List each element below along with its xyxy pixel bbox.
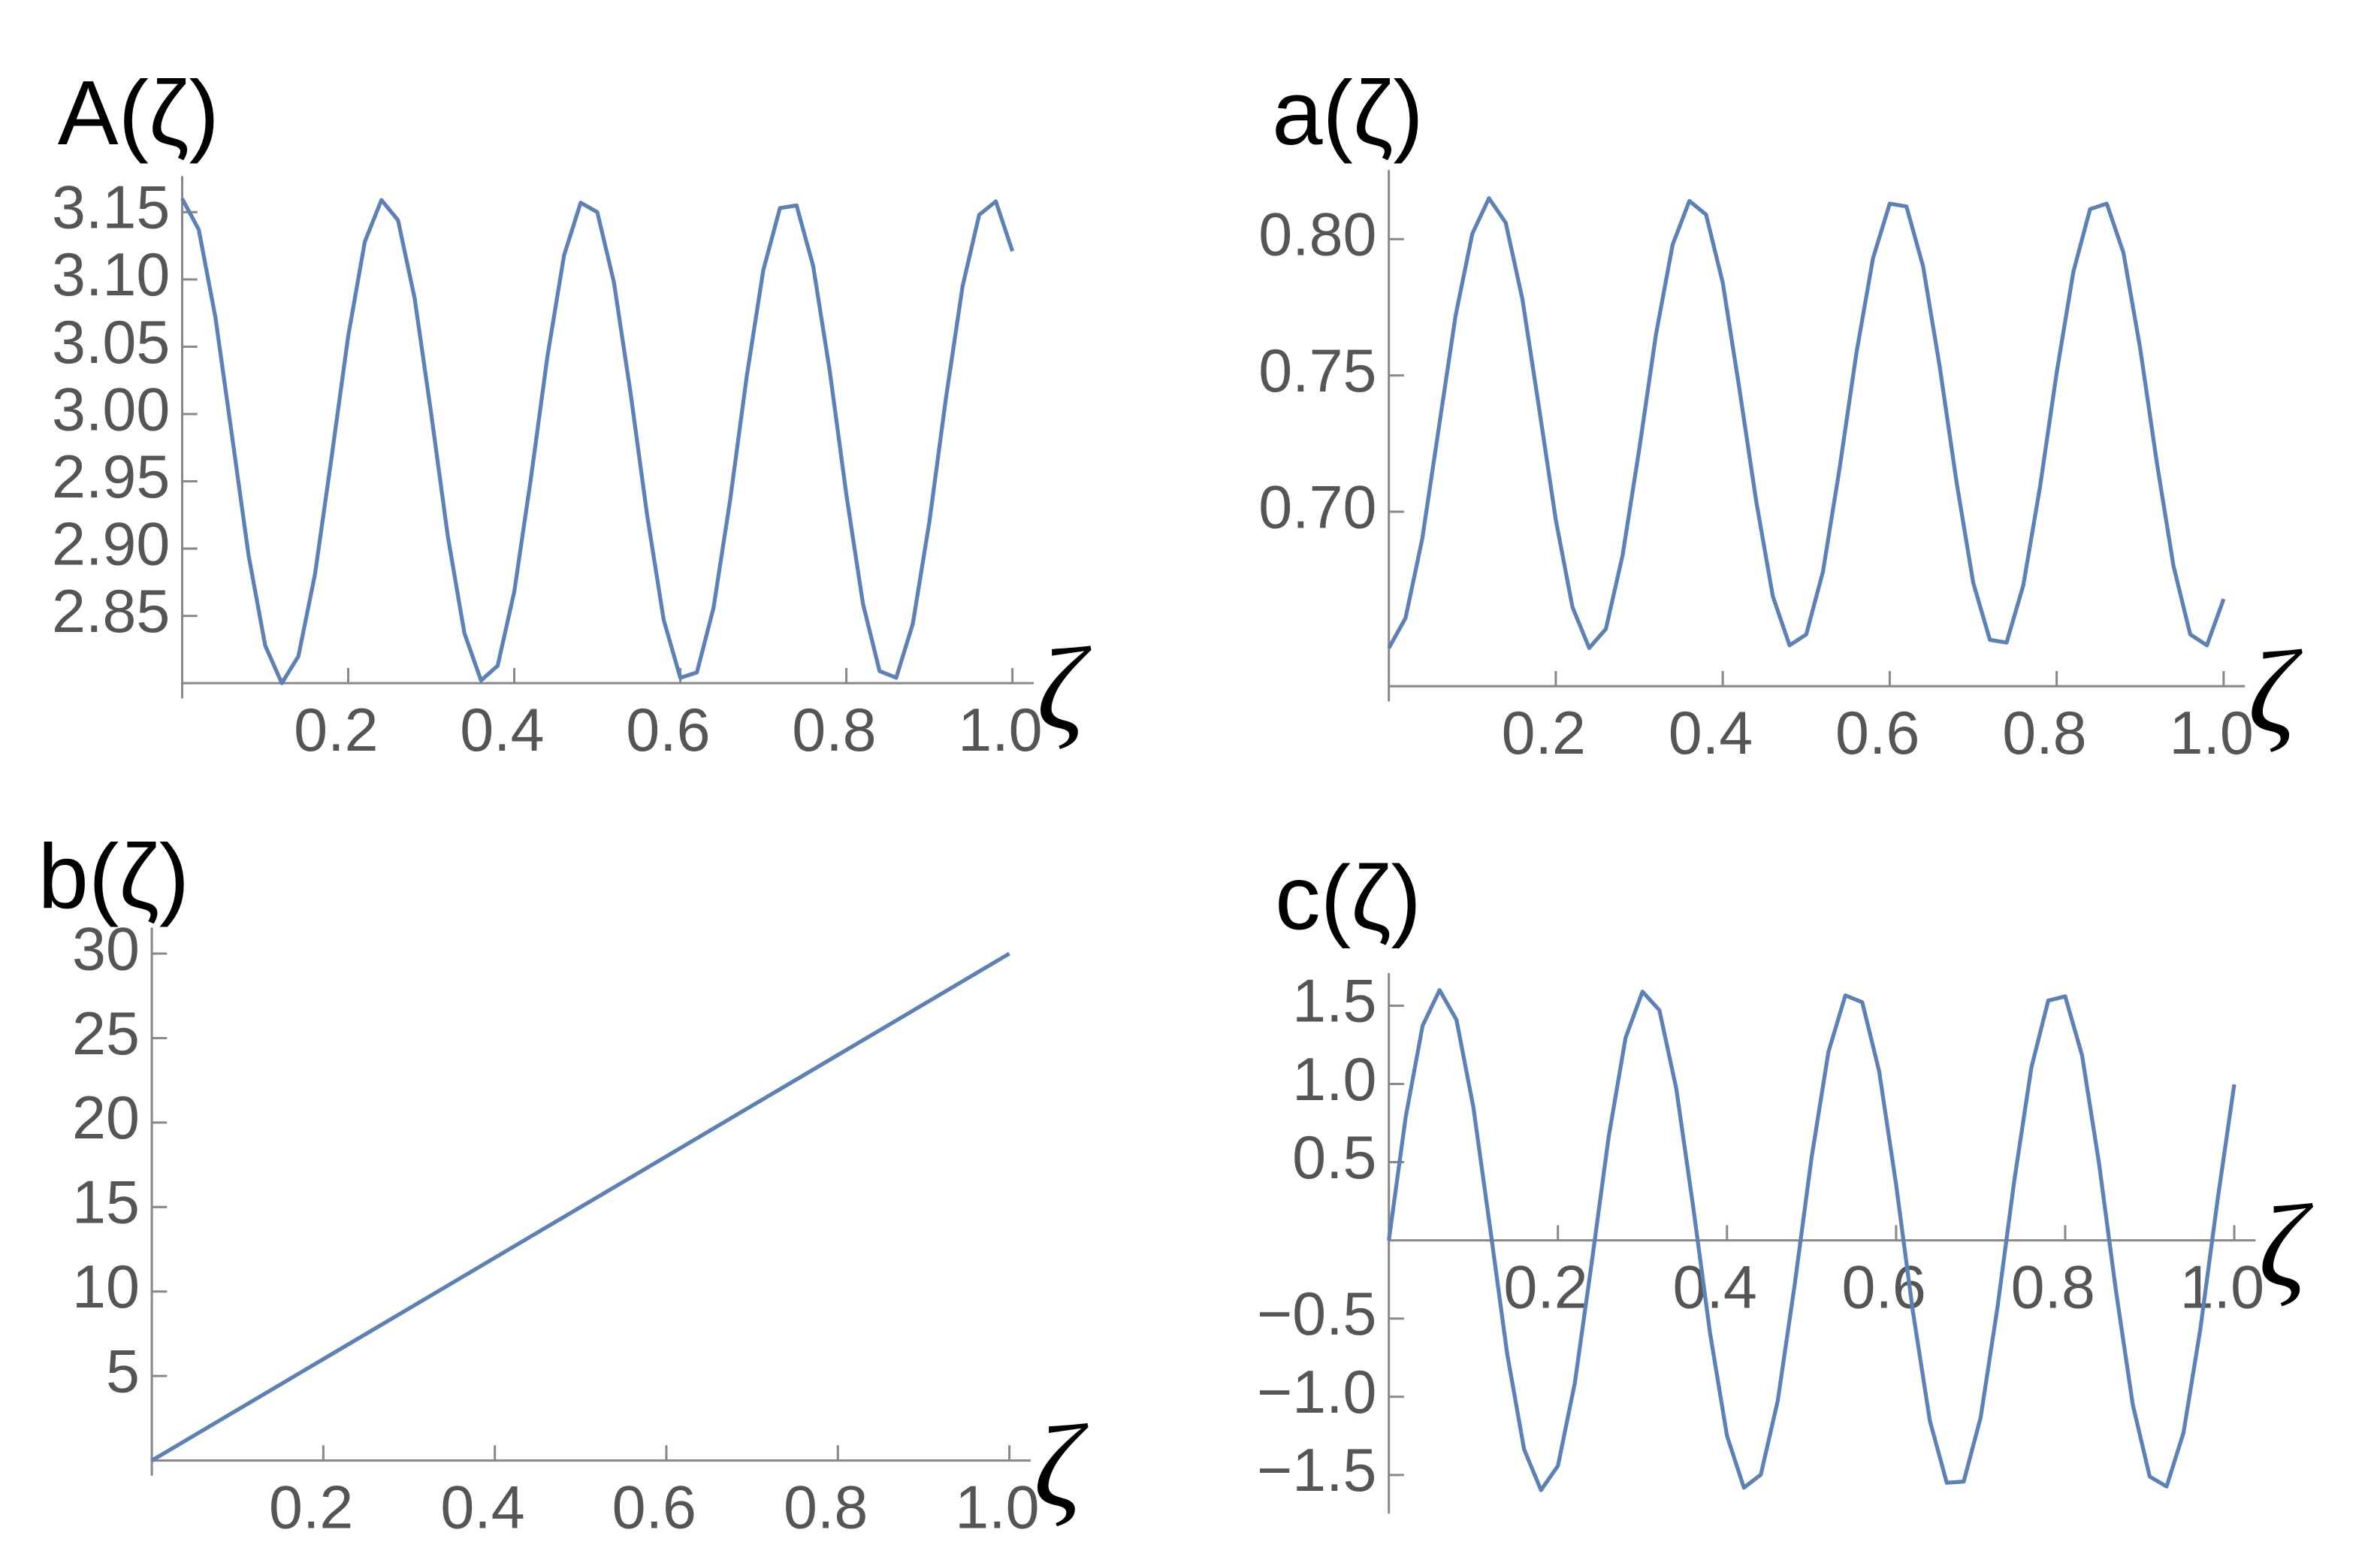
x-tick-label: 1.0: [958, 697, 1042, 764]
x-tick-label: 1.0: [955, 1474, 1039, 1542]
x-tick-label: 0.8: [2002, 700, 2086, 767]
y-tick-label: 3.00: [52, 376, 170, 443]
x-tick-label: 0.4: [440, 1474, 524, 1542]
chart-title: A(ζ): [58, 62, 219, 164]
y-tick-label: 0.75: [1258, 337, 1376, 405]
y-tick-label: 0.5: [1292, 1124, 1376, 1192]
y-tick-label: 15: [72, 1169, 140, 1237]
y-tick-label: −0.5: [1257, 1280, 1377, 1348]
chart-title: b(ζ): [38, 825, 190, 927]
y-tick-label: 0.80: [1258, 201, 1376, 269]
x-tick-label: 0.8: [784, 1474, 868, 1542]
x-tick-label: 0.6: [626, 697, 710, 764]
x-axis-label: ζ: [2258, 1181, 2313, 1312]
x-tick-label: 0.2: [1503, 1254, 1587, 1322]
chart-title: a(ζ): [1272, 62, 1424, 164]
x-axis-label: ζ: [2248, 627, 2303, 758]
y-tick-label: −1.5: [1257, 1437, 1377, 1504]
data-line: [1387, 196, 2226, 651]
y-tick-label: 10: [72, 1253, 140, 1321]
y-tick-label: 2.95: [52, 443, 170, 511]
y-tick-label: −1.0: [1257, 1359, 1377, 1426]
y-tick-label: 3.10: [52, 241, 170, 309]
data-line: [150, 951, 1010, 1462]
y-tick-label: 5: [106, 1338, 140, 1406]
x-tick-label: 0.4: [1669, 700, 1753, 767]
y-tick-label: 2.90: [52, 510, 170, 578]
y-tick-label: 20: [72, 1084, 140, 1152]
y-tick-label: 30: [72, 915, 140, 983]
data-line: [1387, 987, 2237, 1492]
x-tick-label: 0.4: [1672, 1254, 1756, 1322]
x-tick-label: 0.8: [2011, 1254, 2095, 1322]
y-tick-label: 25: [72, 1000, 140, 1068]
x-axis-label: ζ: [1037, 624, 1092, 755]
y-tick-label: 2.85: [52, 578, 170, 645]
data-line: [180, 198, 1015, 685]
x-tick-label: 0.2: [294, 697, 378, 764]
y-tick-label: 3.15: [52, 174, 170, 242]
y-tick-label: 0.70: [1258, 473, 1376, 541]
x-tick-label: 0.8: [792, 697, 876, 764]
x-tick-label: 0.6: [1835, 700, 1919, 767]
chart-title: c(ζ): [1275, 846, 1421, 948]
x-tick-label: 0.6: [612, 1474, 696, 1542]
x-tick-label: 1.0: [2180, 1254, 2264, 1322]
x-tick-label: 0.4: [460, 697, 544, 764]
y-tick-label: 1.5: [1292, 968, 1376, 1035]
x-tick-label: 0.2: [1502, 700, 1586, 767]
x-tick-label: 0.2: [269, 1474, 353, 1542]
y-tick-label: 3.05: [52, 309, 170, 376]
x-axis-label: ζ: [1034, 1401, 1089, 1532]
x-tick-label: 1.0: [2170, 700, 2254, 767]
y-tick-label: 1.0: [1292, 1046, 1376, 1114]
